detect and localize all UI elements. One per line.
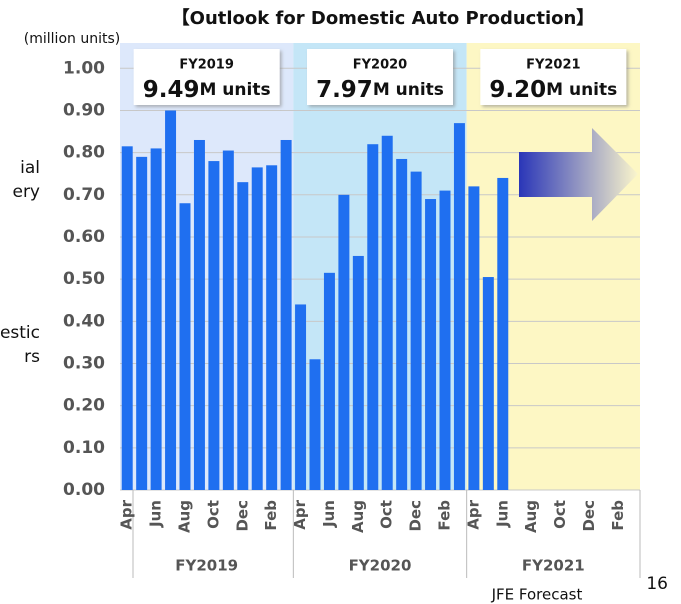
fiscal-year-label: FY2021 [522,557,585,575]
bar [179,203,191,490]
bar [193,139,205,490]
bar [165,110,177,491]
bar [482,277,494,490]
y-axis-label: (million units) [24,31,120,47]
y-tick-label: 0.10 [63,438,105,458]
y-tick-label: 0.20 [63,396,105,416]
callout-year: FY2019 [179,58,233,73]
x-tick-label: Apr [464,499,482,529]
x-tick-label: Aug [522,500,540,533]
bar [237,182,249,490]
fiscal-year-background [293,43,467,490]
bar [136,156,148,490]
callout-total: 9.20M units [489,77,617,103]
bar [396,158,408,490]
y-tick-label: 0.80 [63,143,105,163]
cropped-side-text: ial [20,158,40,178]
bar [338,194,350,490]
bar [121,146,133,490]
x-tick-label: Aug [176,500,194,533]
cropped-side-text: ery [12,182,40,202]
y-tick-label: 0.30 [63,353,105,373]
bar [410,171,422,490]
bar [439,190,451,490]
y-tick-label: 0.50 [63,269,105,289]
callout-total-value: 7.97 [316,77,373,103]
bar [497,177,509,490]
cropped-side-text: rs [24,347,40,367]
x-tick-label: Apr [291,499,309,529]
callout-box [480,49,627,105]
bar [150,148,162,490]
bar [280,139,292,490]
bar [381,135,393,490]
bar [323,272,335,490]
bar [352,255,364,490]
y-tick-label: 0.00 [63,480,105,500]
callout-total-value: 9.20 [489,77,546,103]
bar [295,304,307,490]
x-tick-label: Dec [233,500,251,532]
fiscal-year-background [466,43,640,490]
chart-title: 【Outlook for Domestic Auto Production】 [172,8,595,29]
source: JFE Forecast [491,586,583,604]
fiscal-year-label: FY2020 [349,557,412,575]
y-tick-label: 0.40 [63,311,105,331]
backgrounds [120,43,640,490]
x-tick-label: Aug [349,500,367,533]
callout-year: FY2020 [353,58,407,73]
y-tick-label: 0.70 [63,185,105,205]
bar [468,186,480,490]
callout-total-unit: M units [373,80,444,100]
callout-year: FY2021 [526,58,580,73]
bar [251,167,263,490]
callout-total-unit: M units [199,80,270,100]
bar [453,123,465,490]
x-tick-label: Feb [436,500,454,531]
bar [309,359,321,490]
bar [266,165,278,490]
x-tick-label: Feb [262,500,280,531]
bars [121,110,509,491]
x-tick-label: Jun [320,500,338,528]
bar [425,199,437,490]
grid [120,67,640,491]
callout-total: 7.97M units [316,77,444,103]
callout-total-unit: M units [546,80,617,100]
callout-box [133,49,280,105]
bar [222,150,234,490]
callout-total-value: 9.49 [143,77,200,103]
y-tick-label: 0.60 [63,227,105,247]
fiscal-year-label: FY2019 [175,557,238,575]
x-tick-label: Oct [204,500,222,529]
page-number: 16 [646,574,668,594]
x-tick-label: Dec [407,500,425,532]
y-tick-label: 1.00 [63,58,105,78]
x-tick-label: Feb [609,500,627,531]
cropped-side-text: estic [0,323,40,343]
fiscal-year-background [120,43,294,490]
x-tick-label: Oct [551,500,569,529]
x-tick-label: Oct [378,500,396,529]
callout-total: 9.49M units [143,77,271,103]
x-tick-label: Apr [118,499,136,529]
y-tick-label: 0.90 [63,100,105,120]
callout-box [307,49,453,105]
x-tick-label: Jun [493,500,511,528]
forecast-arrow [519,128,638,221]
x-tick-label: Jun [147,500,165,528]
bar [208,161,220,490]
bar [367,144,379,490]
x-tick-label: Dec [580,500,598,532]
